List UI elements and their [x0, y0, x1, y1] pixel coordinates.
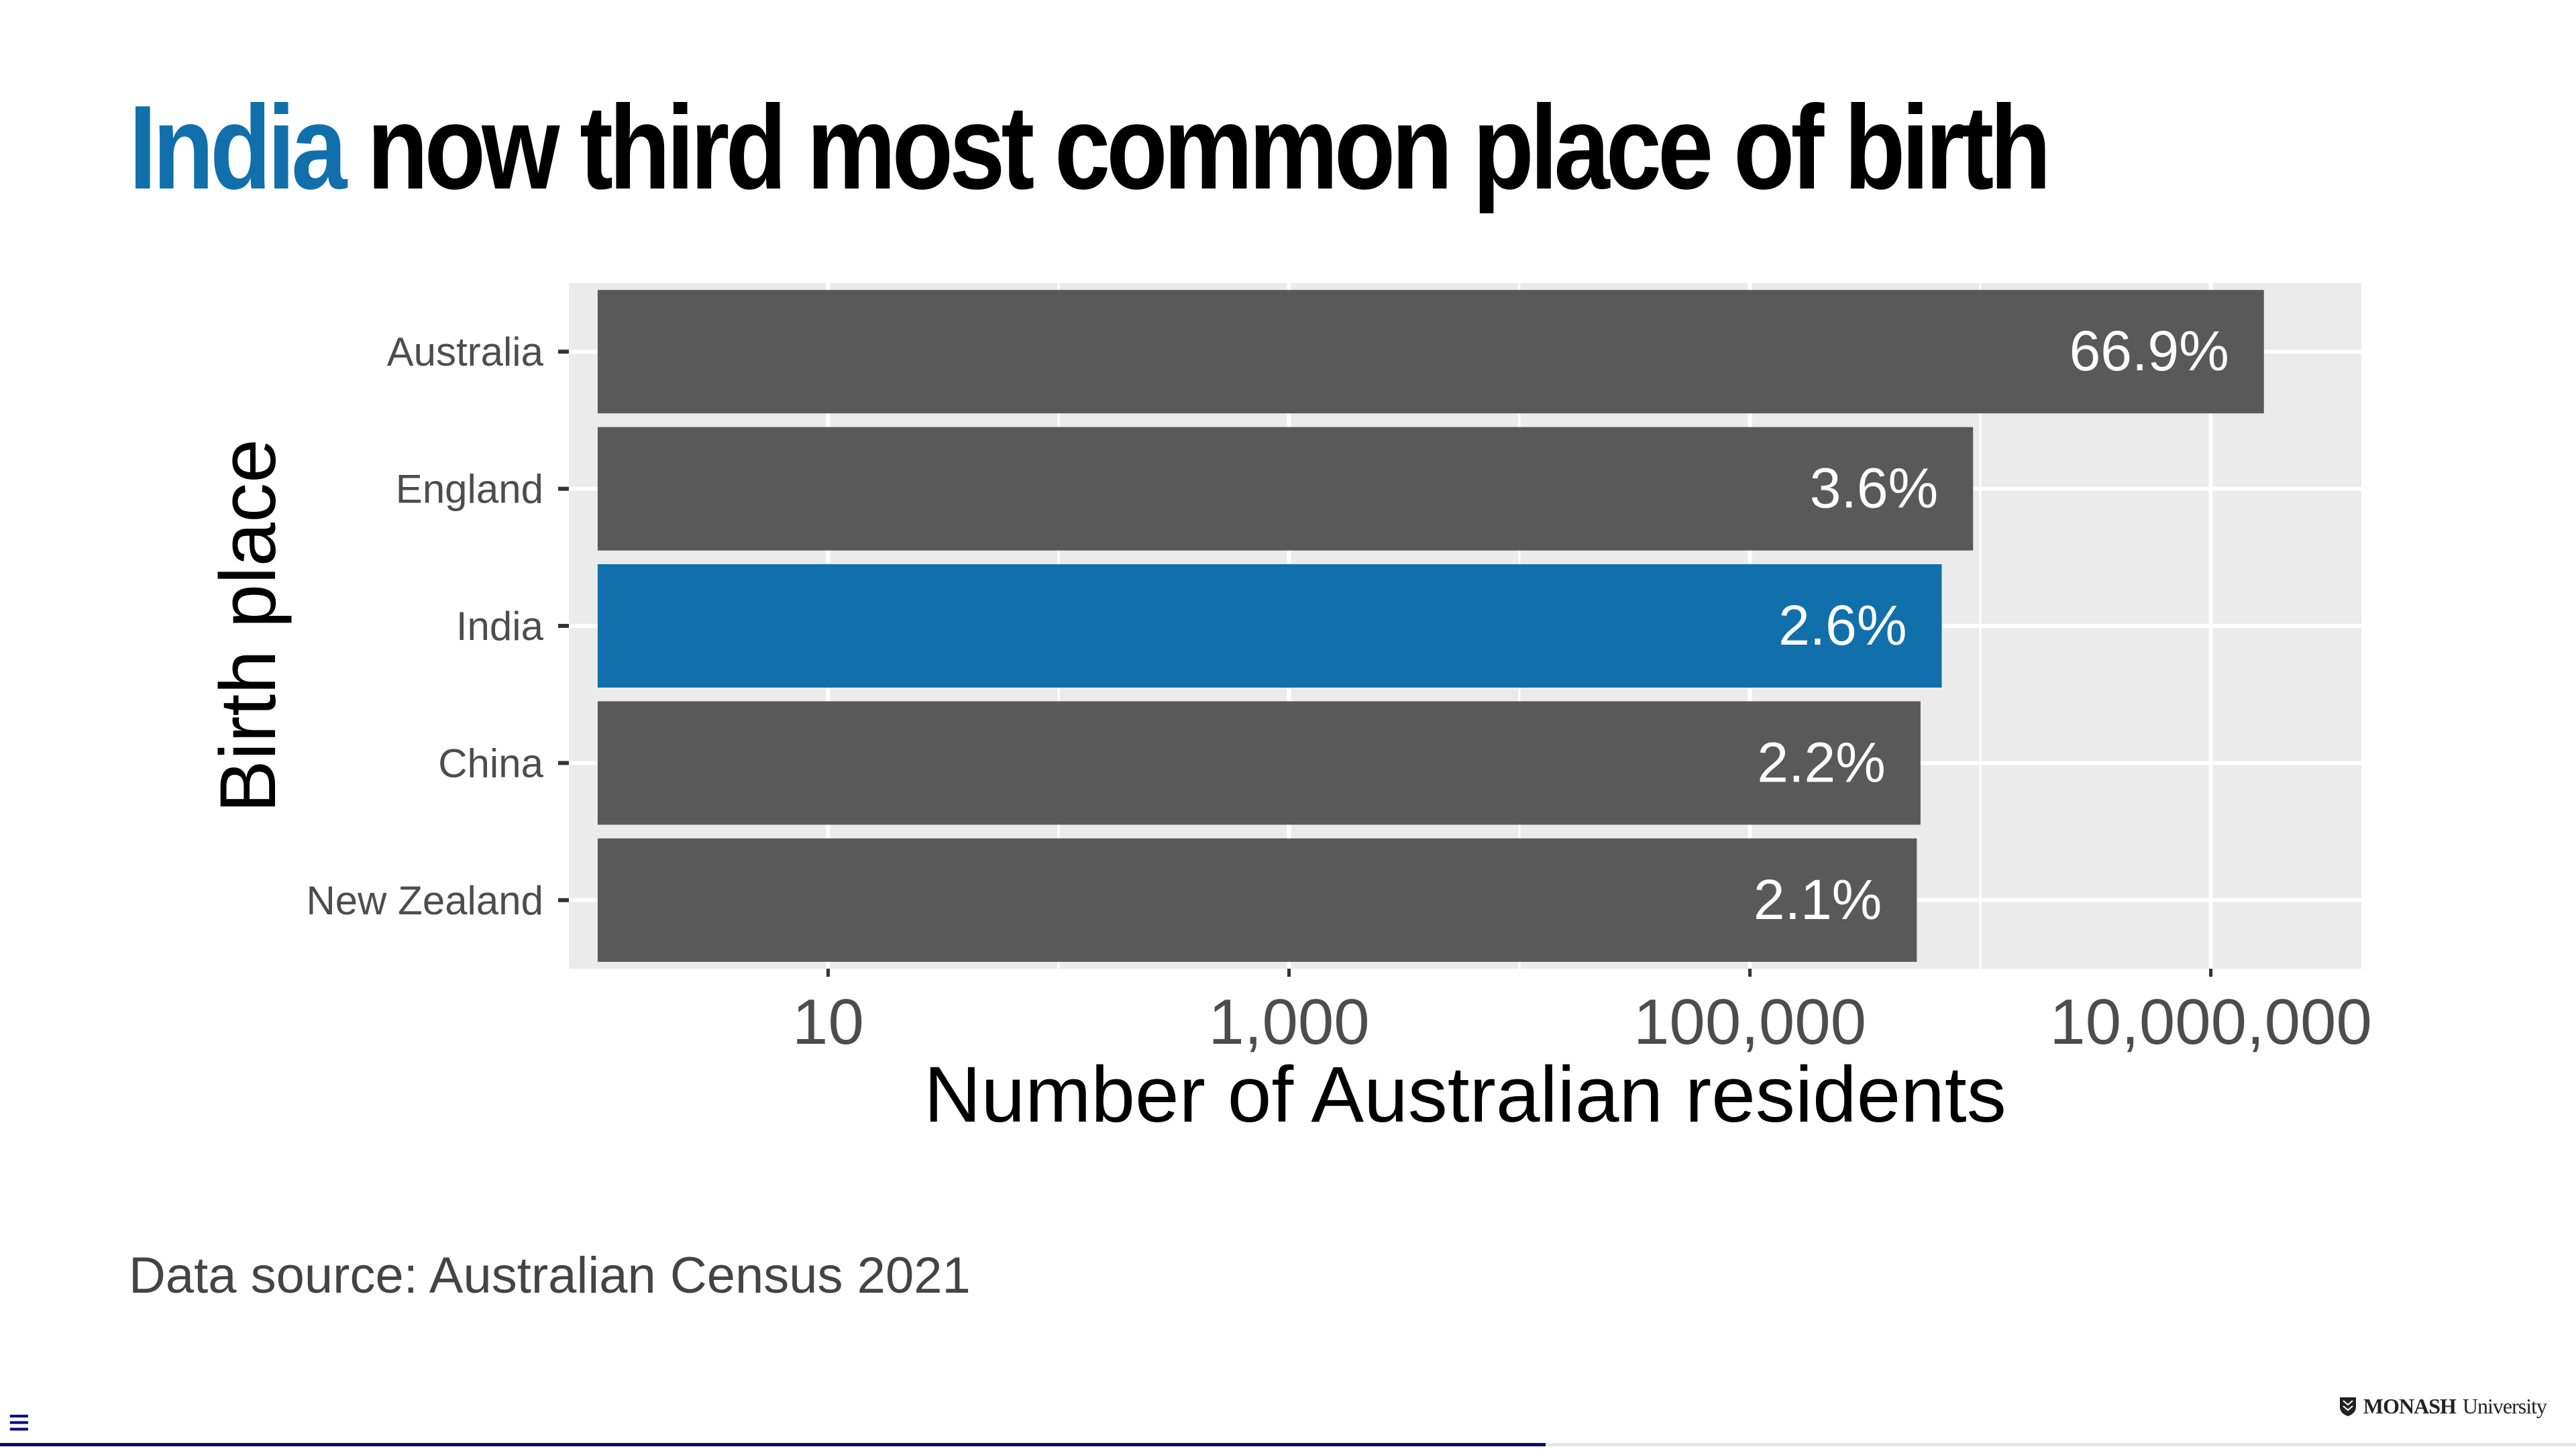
slide-progress-fill	[0, 1443, 1546, 1446]
monash-logo: MONASH University	[2339, 1394, 2547, 1419]
y-axis-title: Birth place	[204, 439, 292, 813]
y-axis-ticks: Australia England India China New Zealand	[306, 329, 569, 923]
data-label: 2.2%	[1757, 731, 1885, 794]
title-highlight: India	[129, 80, 347, 214]
slide-progress-bar	[0, 1443, 2576, 1446]
bar-england	[597, 427, 1974, 551]
x-axis-title: Number of Australian residents	[924, 1051, 2006, 1139]
data-label: 3.6%	[1810, 457, 1938, 520]
hamburger-menu-icon[interactable]: ≡	[8, 1401, 30, 1443]
logo-text-university: University	[2462, 1394, 2547, 1418]
bar-new-zealand	[597, 838, 1917, 962]
x-tick-label: 100,000	[1633, 986, 1866, 1058]
y-tick-label: England	[396, 467, 543, 512]
data-source-note: Data source: Australian Census 2021	[129, 1247, 971, 1304]
bar-china	[597, 701, 1921, 825]
y-tick-label: Australia	[387, 329, 544, 374]
x-tick-label: 10	[792, 986, 864, 1058]
bar-australia	[597, 290, 2264, 414]
logo-text-monash: MONASH	[2363, 1394, 2457, 1418]
x-tick-label: 1,000	[1208, 986, 1369, 1058]
data-labels: 66.9% 3.6% 2.6% 2.2% 2.1%	[1754, 319, 2229, 931]
y-tick-label: China	[438, 741, 543, 786]
bar-chart: 66.9% 3.6% 2.6% 2.2% 2.1% Australia England In…	[204, 283, 2372, 1139]
title-text: now third most common place of birth	[343, 80, 2051, 214]
data-label: 2.6%	[1778, 594, 1907, 657]
data-label: 2.1%	[1754, 868, 1882, 931]
x-tick-label: 10,000,000	[2049, 986, 2371, 1058]
data-label: 66.9%	[2070, 319, 2229, 382]
y-tick-label: India	[456, 604, 544, 649]
y-tick-label: New Zealand	[306, 878, 543, 923]
bars	[597, 290, 2264, 962]
bar-india	[597, 564, 1942, 688]
page-title: India now third most common place of bir…	[129, 80, 2051, 215]
x-axis-ticks: 10 1,000 100,000 10,000,000	[792, 969, 2372, 1058]
shield-crest-icon	[2339, 1397, 2356, 1416]
